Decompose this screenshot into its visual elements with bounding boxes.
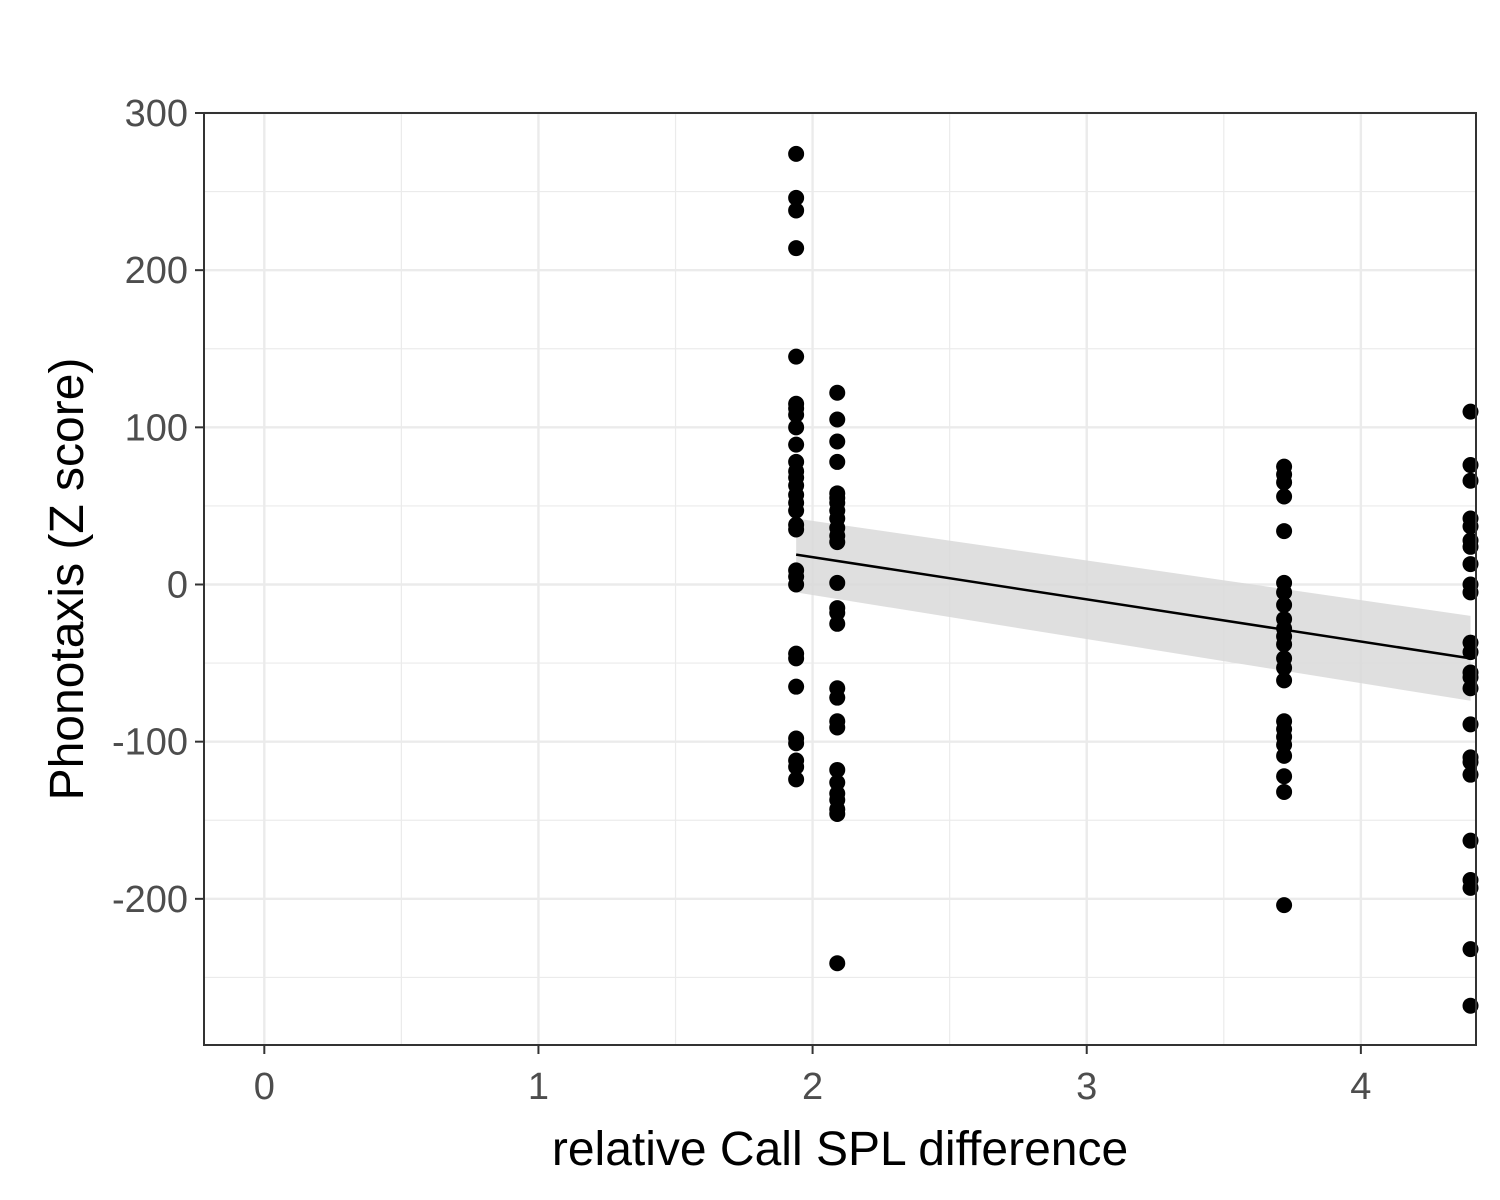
y-tick-label: 200 [125, 250, 188, 292]
data-point [829, 604, 846, 621]
y-axis-title: Phonotaxis (Z score) [41, 358, 94, 801]
data-point [1462, 584, 1479, 601]
data-point [788, 502, 805, 519]
data-point [788, 202, 805, 219]
data-point [1462, 879, 1479, 896]
data-point [829, 955, 846, 972]
data-point [788, 240, 805, 257]
data-point [788, 406, 805, 423]
data-point [1462, 518, 1479, 535]
x-tick-label: 0 [254, 1066, 275, 1108]
data-point [1462, 644, 1479, 661]
data-point [1276, 783, 1293, 800]
data-point [829, 805, 846, 822]
data-point [829, 574, 846, 591]
data-point [829, 615, 846, 632]
data-point [829, 433, 846, 450]
data-point [1462, 538, 1479, 555]
data-point [1462, 680, 1479, 697]
data-point [1276, 672, 1293, 689]
data-point [1462, 669, 1479, 686]
data-point [1276, 636, 1293, 653]
x-tick-label: 3 [1076, 1066, 1097, 1108]
trend-line [795, 553, 1471, 660]
data-point [1462, 832, 1479, 849]
data-point [829, 411, 846, 428]
data-point [1276, 768, 1293, 785]
data-point [788, 145, 805, 162]
panel-border [203, 112, 1477, 1046]
confidence-band-layer [796, 518, 1471, 701]
data-point [1276, 488, 1293, 505]
x-axis-title: relative Call SPL difference [552, 1123, 1128, 1176]
y-tick-label: -200 [112, 879, 188, 921]
data-point [788, 758, 805, 775]
y-tick-label: -100 [112, 722, 188, 764]
x-tick-label: 1 [528, 1066, 549, 1108]
x-tick-label: 2 [802, 1066, 823, 1108]
data-point [1462, 472, 1479, 489]
data-point [788, 678, 805, 695]
data-point [1462, 997, 1479, 1014]
data-point [829, 761, 846, 778]
y-tick-label: 100 [125, 407, 188, 449]
data-point [829, 719, 846, 736]
data-point [1462, 457, 1479, 474]
data-point [829, 774, 846, 791]
data-point [1276, 523, 1293, 540]
y-tick-label: 0 [167, 565, 188, 607]
data-point [1462, 556, 1479, 573]
data-point [788, 576, 805, 593]
data-point [788, 521, 805, 538]
data-point [1276, 584, 1293, 601]
data-point [1276, 747, 1293, 764]
data-point [788, 436, 805, 453]
data-point [1276, 736, 1293, 753]
data-point [1276, 474, 1293, 491]
data-point [1462, 941, 1479, 958]
confidence-band [796, 518, 1471, 701]
data-points [788, 145, 1479, 1014]
trend-line-layer [795, 553, 1471, 660]
data-point [1462, 754, 1479, 771]
data-point [788, 419, 805, 436]
data-point [788, 189, 805, 206]
data-point [829, 534, 846, 551]
data-point [788, 771, 805, 788]
data-point [1462, 716, 1479, 733]
x-tick-label: 4 [1350, 1066, 1371, 1108]
data-point [1276, 596, 1293, 613]
data-point [1462, 403, 1479, 420]
data-point [788, 735, 805, 752]
data-point [829, 384, 846, 401]
data-point [1276, 659, 1293, 676]
data-point [829, 689, 846, 706]
data-point [788, 650, 805, 667]
data-point [1462, 766, 1479, 783]
data-point [788, 348, 805, 365]
axes: 0 1 2 3 4 300 200 100 0 -100 -200 [112, 93, 1371, 1108]
y-tick-label: 300 [125, 93, 188, 135]
data-point [829, 453, 846, 470]
data-point [1276, 897, 1293, 914]
